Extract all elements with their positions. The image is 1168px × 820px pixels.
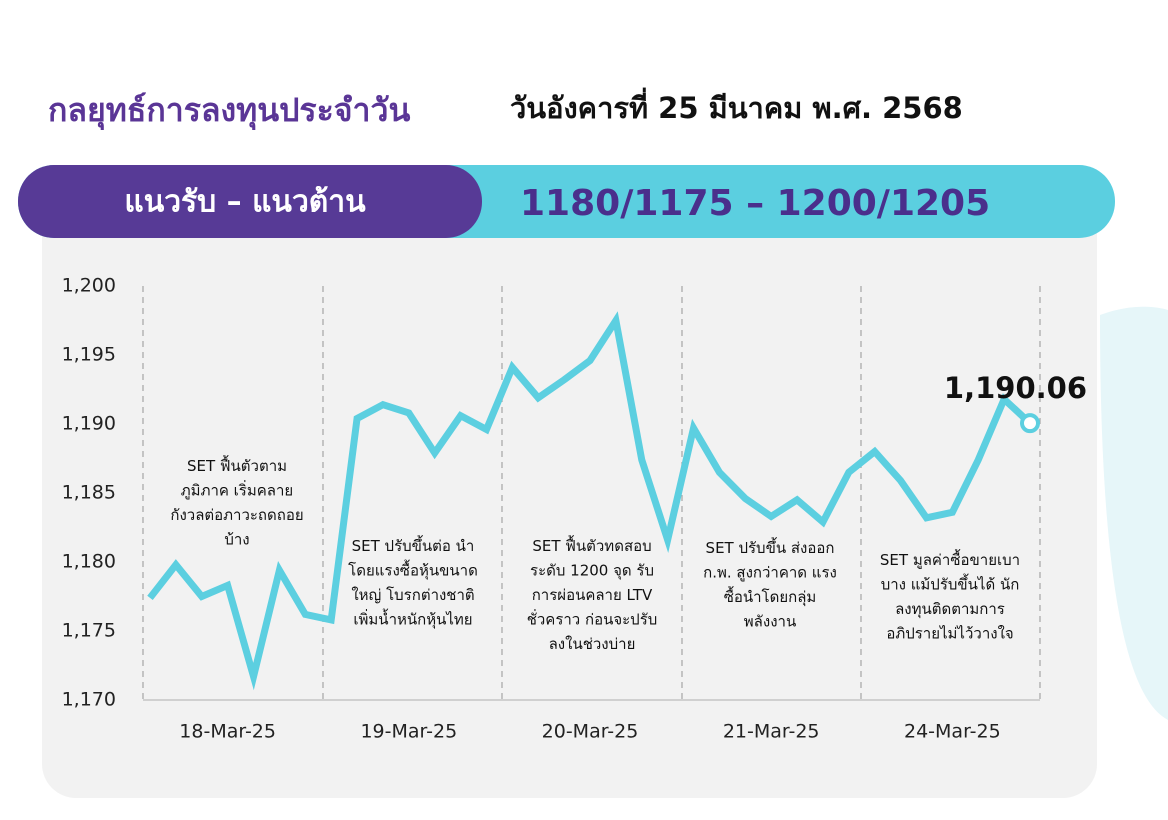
day-separators bbox=[142, 286, 1041, 700]
annotation-line: SET ปรับขึ้น ส่งออก bbox=[706, 537, 835, 557]
y-tick-label: 1,175 bbox=[62, 620, 116, 642]
annotation: SET มูลค่าซื้อขายเบาบาง แม้ปรับขึ้นได้ น… bbox=[880, 549, 1020, 643]
end-marker bbox=[1020, 413, 1040, 434]
annotation-line: การผ่อนคลาย LTV bbox=[532, 586, 653, 604]
y-tick-label: 1,185 bbox=[62, 482, 116, 504]
annotation-line: ระดับ 1200 จุด รับ bbox=[530, 561, 654, 580]
annotation-line: ชั่วคราว ก่อนจะปรับ bbox=[527, 608, 658, 628]
annotation-line: บ้าง bbox=[224, 530, 249, 548]
x-tick-label: 19-Mar-25 bbox=[360, 721, 457, 743]
annotation: SET ฟื้นตัวทดสอบระดับ 1200 จุด รับการผ่อ… bbox=[527, 535, 658, 653]
annotation-line: SET ฟื้นตัวทดสอบ bbox=[532, 535, 651, 555]
y-tick-label: 1,200 bbox=[62, 275, 116, 297]
y-tick-label: 1,170 bbox=[62, 689, 116, 711]
annotation-line: อภิปรายไม่ไว้วางใจ bbox=[886, 624, 1013, 642]
value-label: 1,190.06 bbox=[944, 371, 1087, 405]
annotation-line: พลังงาน bbox=[744, 612, 796, 630]
annotation-line: เพิ่มน้ำหนักหุ้นไทย bbox=[353, 608, 472, 629]
annotation-line: บาง แม้ปรับขึ้นได้ นัก bbox=[881, 573, 1020, 593]
y-tick-label: 1,180 bbox=[62, 551, 116, 573]
annotation-line: SET มูลค่าซื้อขายเบา bbox=[880, 549, 1020, 569]
banner-label-box bbox=[18, 165, 482, 238]
y-tick-label: 1,190 bbox=[62, 413, 116, 435]
chart-card bbox=[42, 195, 1097, 798]
annotation-line: ลงทุนติดตามการ bbox=[895, 600, 1005, 619]
annotation-line: SET ฟื้นตัวตาม bbox=[187, 455, 287, 475]
annotation-line: ใหญ่ โบรกต่างชาติ bbox=[351, 586, 474, 604]
background-shape bbox=[1100, 306, 1168, 720]
annotation-line: ซื้อนำโดยกลุ่ม bbox=[724, 586, 817, 607]
price-line bbox=[147, 311, 1033, 691]
annotation-line: ก.พ. สูงกว่าคาด แรง bbox=[703, 563, 837, 581]
annotation: SET ปรับขึ้นต่อ นำโดยแรงซื้อหุ้นขนาดใหญ่… bbox=[348, 535, 478, 630]
y-tick-label: 1,195 bbox=[62, 344, 116, 366]
annotation-line: กังวลต่อภาวะถดถอย bbox=[170, 506, 303, 524]
annotation-line: SET ปรับขึ้นต่อ นำ bbox=[352, 535, 475, 555]
annotation: SET ปรับขึ้น ส่งออกก.พ. สูงกว่าคาด แรงซื… bbox=[703, 537, 837, 631]
x-tick-label: 21-Mar-25 bbox=[723, 721, 820, 743]
page-date: วันอังคารที่ 25 มีนาคม พ.ศ. 2568 bbox=[510, 87, 963, 125]
annotation-line: โดยแรงซื้อหุ้นขนาด bbox=[348, 559, 478, 580]
annotation: SET ฟื้นตัวตามภูมิภาค เริ่มคลายกังวลต่อภ… bbox=[170, 455, 303, 549]
banner-value: 1180/1175 – 1200/1205 bbox=[520, 183, 990, 224]
x-tick-label: 18-Mar-25 bbox=[179, 721, 276, 743]
x-tick-label: 24-Mar-25 bbox=[904, 721, 1001, 743]
banner-label: แนวรับ – แนวต้าน bbox=[124, 185, 366, 220]
x-tick-label: 20-Mar-25 bbox=[542, 721, 639, 743]
page-title: กลยุทธ์การลงทุนประจำวัน bbox=[48, 91, 410, 131]
annotation-line: ภูมิภาค เริ่มคลาย bbox=[181, 479, 293, 499]
annotation-line: ลงในช่วงบ่าย bbox=[549, 635, 636, 653]
